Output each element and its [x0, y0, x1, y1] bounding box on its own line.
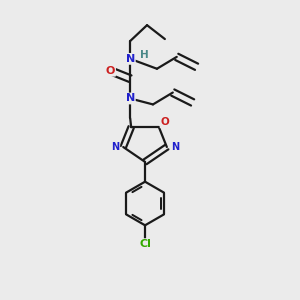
- Text: Cl: Cl: [139, 239, 151, 249]
- Text: N: N: [171, 142, 179, 152]
- Text: N: N: [111, 142, 119, 152]
- Text: O: O: [160, 117, 169, 127]
- Text: N: N: [126, 94, 135, 103]
- Text: N: N: [126, 54, 135, 64]
- Text: O: O: [106, 66, 115, 76]
- Text: H: H: [140, 50, 148, 60]
